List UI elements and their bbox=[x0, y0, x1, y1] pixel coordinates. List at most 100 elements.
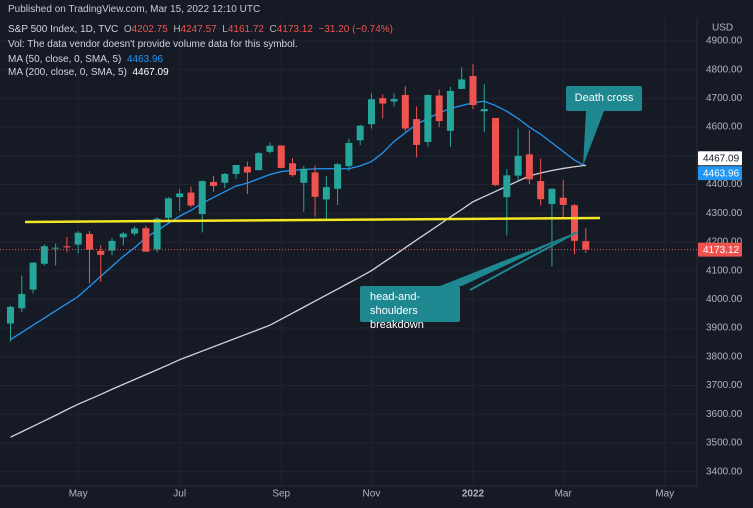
change: −31.20 (−0.74%) bbox=[318, 24, 394, 35]
candle-body bbox=[300, 168, 308, 183]
y-tick-label: 4000.00 bbox=[706, 294, 743, 305]
ma50-value: 4463.96 bbox=[126, 54, 164, 65]
candle-body bbox=[210, 181, 218, 186]
death-cross-callout: Death cross bbox=[566, 86, 642, 111]
y-tick-label: 4100.00 bbox=[706, 265, 743, 276]
x-tick-label: May bbox=[69, 489, 88, 500]
candle-body bbox=[322, 187, 330, 200]
candle-body bbox=[311, 172, 319, 197]
ma-line bbox=[10, 164, 586, 438]
high-value: 4247.57 bbox=[180, 24, 217, 35]
symbol: S&P 500 Index, 1D, TVC bbox=[8, 24, 119, 35]
last-price-label: 4173.12 bbox=[703, 245, 740, 256]
candle-body bbox=[480, 109, 488, 112]
y-tick-label: 4800.00 bbox=[706, 64, 743, 75]
axes: 3400.00 3500.00 3600.00 3700.00 3800.00 3900.… bbox=[69, 36, 743, 500]
y-tick-label: 4900.00 bbox=[706, 36, 743, 47]
candle-body bbox=[503, 175, 511, 198]
candle-body bbox=[198, 181, 206, 215]
close-prefix: C bbox=[269, 24, 277, 35]
y-tick-label: 4700.00 bbox=[706, 93, 743, 104]
candle-body bbox=[29, 262, 37, 290]
y-tick-label: 3800.00 bbox=[706, 351, 743, 362]
open-value: 4202.75 bbox=[131, 24, 168, 35]
y-tick-label: 3400.00 bbox=[706, 466, 743, 477]
callout-pointer bbox=[440, 232, 577, 286]
candle-body bbox=[424, 94, 432, 143]
candle-body bbox=[401, 94, 409, 129]
y-tick-label: 4600.00 bbox=[706, 122, 743, 133]
ma200-name: MA (200, close, 0, SMA, 5) bbox=[8, 67, 127, 78]
candle-body bbox=[582, 241, 590, 250]
candle-body bbox=[255, 153, 263, 171]
candle-body bbox=[18, 293, 26, 309]
candles bbox=[0, 64, 697, 342]
candle-body bbox=[514, 155, 522, 176]
candle-body bbox=[74, 232, 82, 245]
candle-body bbox=[97, 250, 105, 255]
breakdown-callout: head-and-shoulders breakdown bbox=[360, 286, 460, 331]
y-tick-label: 3500.00 bbox=[706, 438, 743, 449]
candle-body bbox=[119, 233, 127, 238]
candle-body bbox=[345, 142, 353, 167]
x-tick-label: May bbox=[655, 489, 674, 500]
currency-label: USD bbox=[712, 23, 733, 34]
legend-ma200: MA (200, close, 0, SMA, 5) 4467.09 bbox=[8, 67, 169, 78]
candle-body bbox=[131, 228, 139, 234]
candle-body bbox=[334, 164, 342, 189]
open-prefix: O bbox=[123, 24, 132, 35]
candle-body bbox=[7, 306, 14, 324]
ma-line bbox=[10, 100, 587, 341]
candle-body bbox=[446, 90, 454, 131]
ma200-price-label: 4467.09 bbox=[703, 153, 740, 164]
x-tick-label: Sep bbox=[272, 489, 290, 500]
candle-body bbox=[548, 188, 556, 205]
candle-body bbox=[525, 154, 533, 180]
candle-body bbox=[52, 247, 60, 249]
candle-body bbox=[187, 192, 195, 206]
candle-body bbox=[232, 165, 240, 174]
low-value: 4161.72 bbox=[227, 24, 264, 35]
low-prefix: L bbox=[222, 24, 228, 35]
support-trendline bbox=[24, 216, 601, 224]
x-tick-label: Jul bbox=[173, 489, 186, 500]
y-tick-label: 4400.00 bbox=[706, 179, 743, 190]
candle-body bbox=[571, 205, 578, 241]
ma-lines bbox=[10, 100, 587, 438]
candle-body bbox=[367, 99, 375, 125]
x-tick-label: 2022 bbox=[462, 489, 485, 500]
y-tick-label: 4300.00 bbox=[706, 208, 743, 219]
candle-body bbox=[435, 95, 443, 122]
candle-body bbox=[243, 166, 251, 173]
x-tick-label: Nov bbox=[363, 489, 381, 500]
candle-body bbox=[40, 246, 48, 264]
candle-body bbox=[142, 228, 150, 252]
ma200-price-label-box bbox=[698, 151, 742, 166]
close-value: 4173.12 bbox=[276, 24, 313, 35]
candle-body bbox=[289, 163, 296, 176]
candle-body bbox=[221, 173, 229, 183]
candle-body bbox=[63, 246, 71, 248]
candle-body bbox=[537, 181, 545, 200]
ma50-name: MA (50, close, 0, SMA, 5) bbox=[8, 54, 122, 65]
y-tick-label: 3900.00 bbox=[706, 323, 743, 334]
ma200-value: 4467.09 bbox=[132, 67, 169, 78]
high-prefix: H bbox=[173, 24, 181, 35]
callout-pointer-line bbox=[469, 231, 578, 291]
published-note: Published on TradingView.com, Mar 15, 20… bbox=[8, 4, 261, 15]
last-price-label-box bbox=[698, 242, 742, 257]
candle-body bbox=[379, 98, 387, 104]
ma50-price-label: 4463.96 bbox=[703, 168, 740, 179]
y-tick-label: 4200.00 bbox=[706, 237, 743, 248]
x-tick-label: Mar bbox=[555, 489, 573, 500]
candle-body bbox=[277, 145, 285, 168]
y-tick-label: 3600.00 bbox=[706, 409, 743, 420]
callout-line: breakdown bbox=[370, 319, 424, 331]
candle-body bbox=[266, 145, 274, 152]
candle-body bbox=[356, 125, 364, 141]
candle-body bbox=[559, 197, 567, 205]
candle-body bbox=[153, 218, 161, 250]
callout-line: head-and-shoulders bbox=[370, 291, 421, 317]
y-tick-label: 3700.00 bbox=[706, 380, 743, 391]
